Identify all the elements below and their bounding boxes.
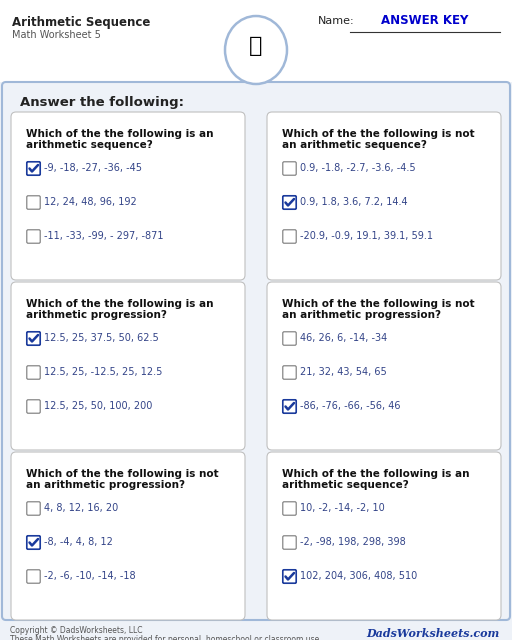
- FancyBboxPatch shape: [11, 452, 245, 620]
- Text: arithmetic sequence?: arithmetic sequence?: [26, 140, 153, 150]
- FancyBboxPatch shape: [283, 230, 296, 243]
- Text: 12, 24, 48, 96, 192: 12, 24, 48, 96, 192: [44, 198, 137, 207]
- Text: Which of the the following is not: Which of the the following is not: [282, 129, 475, 139]
- Text: These Math Worksheets are provided for personal, homeschool or classroom use.: These Math Worksheets are provided for p…: [10, 635, 322, 640]
- FancyBboxPatch shape: [27, 196, 40, 209]
- Text: 102, 204, 306, 408, 510: 102, 204, 306, 408, 510: [300, 572, 417, 582]
- FancyBboxPatch shape: [27, 162, 40, 175]
- FancyBboxPatch shape: [27, 502, 40, 515]
- FancyBboxPatch shape: [11, 112, 245, 280]
- FancyBboxPatch shape: [27, 536, 40, 549]
- Text: Math Worksheet 5: Math Worksheet 5: [12, 30, 101, 40]
- Text: -8, -4, 4, 8, 12: -8, -4, 4, 8, 12: [44, 538, 113, 547]
- Text: Which of the the following is an: Which of the the following is an: [26, 129, 214, 139]
- FancyBboxPatch shape: [283, 332, 296, 345]
- FancyBboxPatch shape: [27, 230, 40, 243]
- FancyBboxPatch shape: [27, 400, 40, 413]
- Text: Answer the following:: Answer the following:: [20, 96, 184, 109]
- Bar: [0, 82, 512, 640]
- Text: Copyright © DadsWorksheets, LLC: Copyright © DadsWorksheets, LLC: [10, 626, 142, 635]
- Text: 12.5, 25, 37.5, 50, 62.5: 12.5, 25, 37.5, 50, 62.5: [44, 333, 159, 344]
- FancyBboxPatch shape: [27, 332, 40, 345]
- FancyBboxPatch shape: [2, 82, 510, 620]
- Text: an arithmetic progression?: an arithmetic progression?: [26, 480, 185, 490]
- Text: -86, -76, -66, -56, 46: -86, -76, -66, -56, 46: [300, 401, 400, 412]
- FancyBboxPatch shape: [283, 570, 296, 583]
- Text: an arithmetic sequence?: an arithmetic sequence?: [282, 140, 427, 150]
- FancyBboxPatch shape: [27, 570, 40, 583]
- FancyBboxPatch shape: [283, 196, 296, 209]
- Text: -2, -6, -10, -14, -18: -2, -6, -10, -14, -18: [44, 572, 136, 582]
- Text: -11, -33, -99, - 297, -871: -11, -33, -99, - 297, -871: [44, 232, 163, 241]
- FancyBboxPatch shape: [283, 570, 296, 583]
- FancyBboxPatch shape: [283, 400, 296, 413]
- FancyBboxPatch shape: [283, 502, 296, 515]
- FancyBboxPatch shape: [11, 282, 245, 450]
- Text: Which of the the following is an: Which of the the following is an: [26, 299, 214, 309]
- FancyBboxPatch shape: [27, 162, 40, 175]
- Text: an arithmetic progression?: an arithmetic progression?: [282, 310, 441, 320]
- Text: 10, -2, -14, -2, 10: 10, -2, -14, -2, 10: [300, 504, 385, 513]
- FancyBboxPatch shape: [283, 196, 296, 209]
- FancyBboxPatch shape: [283, 400, 296, 413]
- FancyBboxPatch shape: [267, 282, 501, 450]
- Text: -2, -98, 198, 298, 398: -2, -98, 198, 298, 398: [300, 538, 406, 547]
- FancyBboxPatch shape: [283, 366, 296, 379]
- Text: Which of the the following is an: Which of the the following is an: [282, 469, 470, 479]
- Bar: [0, 0, 512, 82]
- Text: arithmetic sequence?: arithmetic sequence?: [282, 480, 409, 490]
- Text: 12.5, 25, -12.5, 25, 12.5: 12.5, 25, -12.5, 25, 12.5: [44, 367, 162, 378]
- FancyBboxPatch shape: [27, 536, 40, 549]
- Text: 0.9, 1.8, 3.6, 7.2, 14.4: 0.9, 1.8, 3.6, 7.2, 14.4: [300, 198, 408, 207]
- FancyBboxPatch shape: [267, 112, 501, 280]
- Text: arithmetic progression?: arithmetic progression?: [26, 310, 167, 320]
- Text: DadsWorksheets.com: DadsWorksheets.com: [367, 628, 500, 639]
- Text: 4, 8, 12, 16, 20: 4, 8, 12, 16, 20: [44, 504, 118, 513]
- FancyBboxPatch shape: [283, 162, 296, 175]
- FancyBboxPatch shape: [27, 332, 40, 345]
- Text: ANSWER KEY: ANSWER KEY: [381, 14, 468, 27]
- Text: 0.9, -1.8, -2.7, -3.6, -4.5: 0.9, -1.8, -2.7, -3.6, -4.5: [300, 163, 416, 173]
- Text: Name:: Name:: [318, 16, 355, 26]
- Text: 🦉: 🦉: [249, 36, 263, 56]
- Text: -20.9, -0.9, 19.1, 39.1, 59.1: -20.9, -0.9, 19.1, 39.1, 59.1: [300, 232, 433, 241]
- FancyBboxPatch shape: [283, 536, 296, 549]
- FancyBboxPatch shape: [27, 366, 40, 379]
- Text: 12.5, 25, 50, 100, 200: 12.5, 25, 50, 100, 200: [44, 401, 153, 412]
- Text: -9, -18, -27, -36, -45: -9, -18, -27, -36, -45: [44, 163, 142, 173]
- FancyBboxPatch shape: [267, 452, 501, 620]
- Text: Which of the the following is not: Which of the the following is not: [26, 469, 219, 479]
- Text: 46, 26, 6, -14, -34: 46, 26, 6, -14, -34: [300, 333, 387, 344]
- Ellipse shape: [225, 16, 287, 84]
- Text: Which of the the following is not: Which of the the following is not: [282, 299, 475, 309]
- Text: 21, 32, 43, 54, 65: 21, 32, 43, 54, 65: [300, 367, 387, 378]
- Text: Arithmetic Sequence: Arithmetic Sequence: [12, 16, 151, 29]
